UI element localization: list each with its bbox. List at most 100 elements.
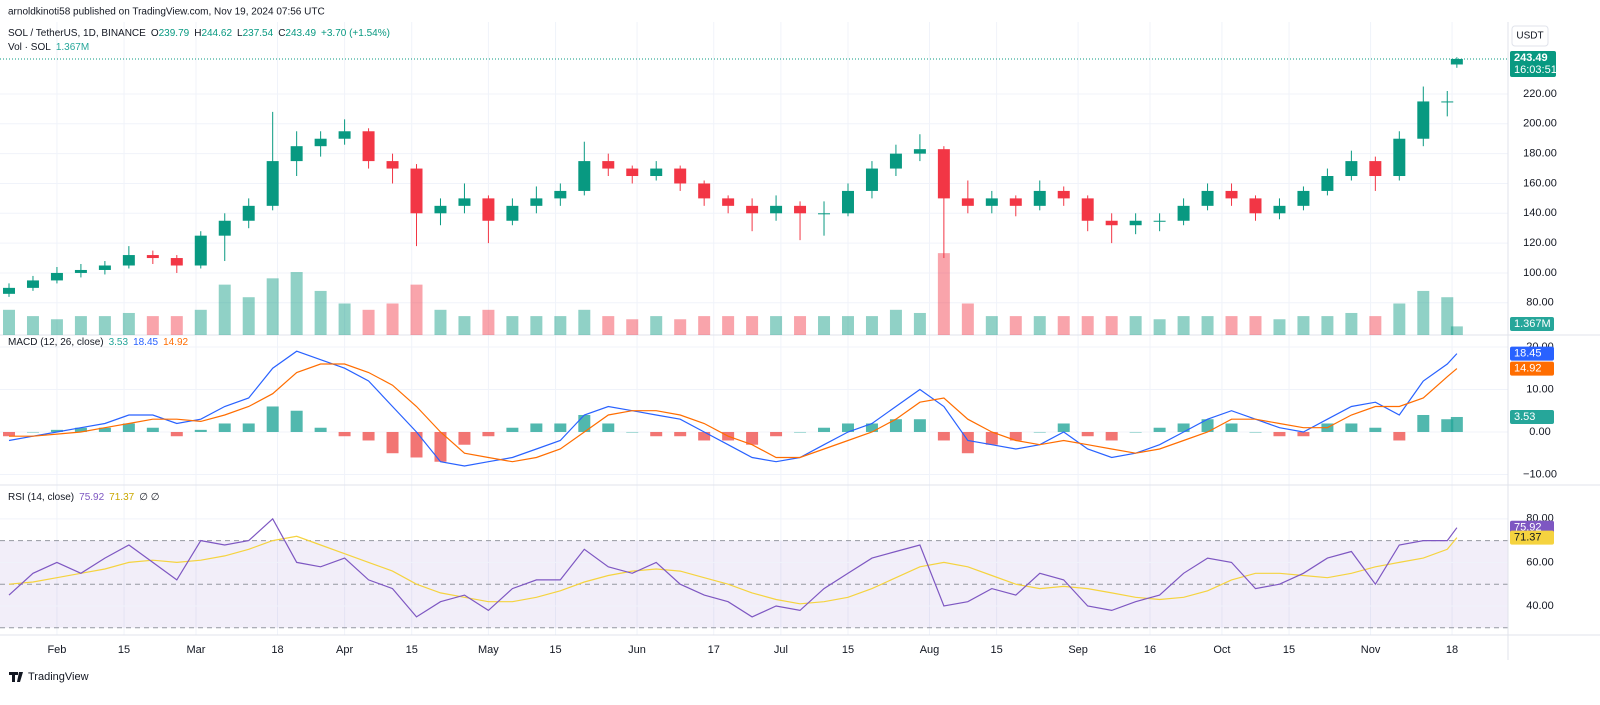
x-tick-label: 15 — [118, 644, 130, 656]
x-tick-label: 16 — [1144, 644, 1156, 656]
candle-body — [1105, 220, 1118, 226]
currency-box — [1511, 25, 1549, 47]
candle-body — [482, 198, 495, 221]
macd-histogram-bar — [1417, 414, 1430, 432]
rsi-ma-line — [8, 535, 1458, 605]
candle-body — [530, 198, 543, 206]
footer-brand: TradingView — [28, 671, 89, 683]
volume-label-box — [1510, 317, 1554, 331]
volume-value: 1.367M — [56, 42, 89, 53]
candle-body — [194, 235, 207, 266]
x-tick-label: Jun — [628, 644, 646, 656]
volume-bar — [98, 316, 111, 335]
macd-value-tag-box — [1510, 346, 1554, 361]
candle-body — [1297, 190, 1310, 206]
volume-bar — [1153, 319, 1166, 335]
macd-value: 18.45 — [133, 337, 158, 348]
candle-body — [1369, 161, 1382, 177]
macd-histogram-bar — [650, 431, 663, 437]
volume-bar — [746, 316, 759, 335]
signal-value-tag-box — [1510, 361, 1554, 376]
x-tick-label: Feb — [47, 644, 66, 656]
last-price-label: 243.49 — [1514, 52, 1548, 64]
rsi-title: RSI (14, close) — [8, 492, 74, 503]
macd-histogram-bar — [746, 431, 759, 445]
x-tick-label: 15 — [406, 644, 418, 656]
macd-histogram-bar — [1369, 427, 1382, 432]
price-tick-label: 100.00 — [1523, 267, 1557, 279]
x-tick-label: Nov — [1361, 644, 1381, 656]
legend: Vol · SOL 1.367M — [8, 42, 89, 53]
legend: SOL / TetherUS, 1D, BINANCE O239.79 H244.6… — [8, 28, 390, 39]
macd-histogram-bar — [1033, 431, 1046, 433]
macd-histogram-bar — [362, 431, 375, 441]
macd-histogram-bar — [530, 423, 543, 432]
candle-body — [554, 190, 567, 199]
candle-body — [1201, 190, 1214, 206]
x-tick-label: 18 — [271, 644, 283, 656]
candle-body — [1393, 138, 1406, 177]
volume-bar — [1393, 303, 1406, 335]
macd-histogram-bar — [458, 431, 471, 445]
legend: MACD (12, 26, close) 3.53 18.45 14.92 — [8, 337, 189, 348]
candle-body — [1033, 190, 1046, 206]
legend-key: H — [194, 28, 201, 39]
volume-bar — [506, 316, 519, 335]
candle-body — [26, 280, 39, 288]
macd-histogram-bar — [1393, 431, 1406, 441]
legend-key: C — [278, 28, 285, 39]
macd-histogram-bar — [1081, 431, 1094, 437]
volume-bar — [626, 319, 639, 335]
volume-bar — [1129, 316, 1142, 335]
currency-label: USDT — [1516, 31, 1543, 42]
macd-histogram-bar — [578, 414, 591, 432]
x-tick-label: Oct — [1213, 644, 1230, 656]
macd-histogram-bar — [698, 431, 711, 441]
macd-histogram-bar — [1009, 431, 1022, 441]
legend-key: L — [237, 28, 243, 39]
macd-histogram-bar — [794, 431, 807, 433]
hist-value-tag: 3.53 — [1514, 411, 1535, 423]
volume-last-label: 1.367M — [1514, 318, 1551, 330]
macd-histogram-bar — [290, 410, 303, 432]
macd-line — [8, 350, 1458, 467]
close-value: 243.49 — [285, 28, 316, 39]
candle-body — [1177, 205, 1190, 221]
volume-bar — [50, 319, 63, 335]
countdown-label: 16:03:51 — [1514, 64, 1557, 76]
macd-histogram-bar — [1345, 423, 1358, 432]
candle-body — [1057, 190, 1070, 199]
macd-histogram-bar — [314, 427, 327, 432]
hist-value: 3.53 — [109, 337, 129, 348]
price-tick-label: 80.00 — [1526, 297, 1554, 309]
volume-bar — [434, 309, 447, 335]
candle-body — [1417, 101, 1430, 139]
candle-body — [506, 205, 519, 221]
volume-bar — [602, 316, 615, 335]
rsi-tick-label: 60.00 — [1526, 556, 1554, 568]
macd-histogram-bar — [1441, 419, 1454, 432]
rsi-band — [0, 540, 1508, 628]
volume-bar — [1225, 316, 1238, 335]
candle-body — [146, 255, 159, 259]
candle-body — [1153, 220, 1166, 222]
macd-tick-label: −10.00 — [1523, 468, 1557, 480]
open-value: 239.79 — [159, 28, 190, 39]
candle-body — [794, 205, 807, 214]
candle-body — [1009, 198, 1022, 206]
macd-histogram-bar — [602, 423, 615, 432]
volume-bar — [913, 312, 926, 335]
macd-histogram-bar — [889, 419, 902, 432]
macd-histogram-bar — [506, 427, 519, 432]
candle-body — [889, 153, 902, 169]
x-tick-label: 15 — [990, 644, 1002, 656]
volume-bar — [1273, 319, 1286, 335]
candle-body — [674, 168, 687, 184]
price-label-box — [1510, 50, 1556, 77]
macd-histogram-bar — [1177, 423, 1190, 432]
volume-bar — [818, 316, 831, 335]
rsi-ma-value-tag-box — [1510, 530, 1554, 545]
macd-histogram-bar — [1105, 431, 1118, 441]
volume-bar — [314, 290, 327, 335]
candle-body — [98, 265, 111, 270]
